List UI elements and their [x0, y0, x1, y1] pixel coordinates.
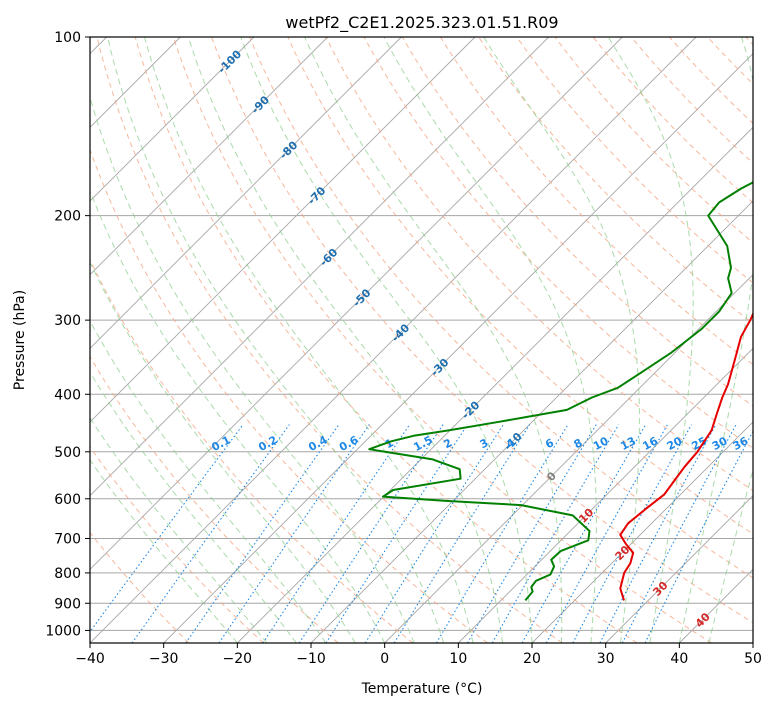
y-axis-ticks: 100 200 300 400 500 600 700 800 900 1000 [45, 30, 90, 639]
mixing-ratio-line [644, 430, 753, 643]
dry-adiabat-line [363, 37, 753, 449]
mixing-ratio-labels: 0.1 0.2 0.4 0.6 1 1.5 2 3 4 6 8 10 13 16 20 25 30 36 [209, 433, 750, 454]
y-tick-label: 1000 [45, 623, 81, 639]
mixing-ratio-label: 16 [640, 434, 660, 453]
moist-adiabat-line [90, 371, 297, 643]
mixing-ratio-label: 10 [591, 434, 611, 453]
background-lines [90, 37, 753, 643]
x-tick-label: −30 [149, 651, 179, 667]
x-tick-label: 50 [744, 651, 762, 667]
isotherm-grid-line [90, 37, 328, 276]
x-axis-ticks: −40 −30 −20 −10 0 10 20 30 40 50 [75, 643, 762, 667]
isotherm-grid-line [90, 37, 476, 423]
dry-adiabat-line [554, 37, 753, 244]
isotherm-grid-line [90, 37, 402, 349]
isotherm-grid-line [90, 37, 623, 570]
moist-adiabat-line [90, 459, 238, 643]
x-tick-label: −20 [223, 651, 253, 667]
moist-adiabat-line [144, 37, 474, 643]
y-axis-label: Pressure (hPa) [12, 290, 28, 390]
dry-adiabat-line [96, 37, 563, 643]
x-tick-label: −10 [296, 651, 326, 667]
y-tick-label: 200 [54, 209, 81, 225]
dry-adiabat-line [325, 37, 753, 492]
mixing-ratio-line [364, 424, 504, 643]
moist-adiabat-line [90, 189, 386, 643]
isotherm-grid-line [458, 347, 753, 643]
y-tick-label: 500 [54, 445, 81, 461]
isotherm-grid-line [531, 421, 753, 643]
moist-adiabat-line [90, 260, 356, 643]
y-tick-label: 800 [54, 566, 81, 582]
mixing-ratio-line [185, 424, 340, 643]
moist-adiabat-line [187, 37, 503, 643]
dry-adiabat-line [439, 37, 753, 366]
y-tick-label: 900 [54, 596, 81, 612]
dry-adiabat-line [90, 258, 414, 643]
x-tick-label: 30 [597, 651, 615, 667]
mixing-ratio-label: 25 [689, 434, 709, 453]
moist-adiabat-line [483, 37, 640, 643]
mixing-ratio-line [521, 424, 647, 643]
moist-adiabat-line [708, 467, 753, 643]
mixing-ratio-line [599, 424, 717, 643]
moist-adiabat-line [383, 37, 597, 643]
dry-adiabat-line [134, 37, 638, 643]
mixing-ratio-label: 36 [731, 434, 751, 453]
isotherm-grid-line [163, 53, 753, 643]
y-tick-label: 700 [54, 532, 81, 548]
x-tick-label: 0 [380, 651, 389, 667]
moist-adiabat-line [240, 37, 533, 643]
mixing-ratio-line [218, 424, 370, 643]
moist-adiabat-line [607, 37, 694, 643]
moist-adiabat-line [107, 37, 445, 643]
isotherm-grid-line [90, 37, 549, 497]
x-tick-label: −40 [75, 651, 105, 667]
mixing-ratio-label: 20 [665, 434, 685, 453]
dry-adiabat-line [90, 531, 190, 643]
isotherm-grid-line [90, 37, 697, 643]
mixing-ratio-line [131, 424, 290, 643]
mixing-ratio-line [545, 424, 668, 643]
mixing-ratio-line [325, 424, 468, 643]
plot-frame [89, 36, 754, 644]
y-tick-label: 600 [54, 492, 81, 508]
y-tick-label: 300 [54, 313, 81, 329]
moist-adiabat-line [90, 416, 268, 643]
mixing-ratio-line [90, 424, 244, 633]
temperature-profile-line [619, 311, 753, 601]
dry-adiabat-line [90, 355, 339, 643]
moist-adiabat-line [90, 95, 415, 643]
moist-adiabat-line [678, 37, 753, 643]
isotherm-grid-line [90, 37, 255, 202]
dry-adiabat-line [287, 37, 753, 535]
moist-adiabat-line [90, 319, 327, 643]
plot-area: -100-90-80-70-60-50-40-30-20-10010203040… [90, 37, 753, 643]
dry-adiabat-line [211, 37, 753, 624]
x-axis-label: Temperature (°C) [361, 681, 483, 697]
x-tick-label: 10 [449, 651, 467, 667]
y-tick-label: 100 [54, 30, 81, 46]
mixing-ratio-line [621, 424, 737, 643]
isotherm-grid-line [605, 495, 753, 643]
dry-adiabat-line [401, 37, 753, 407]
mixing-ratio-line [572, 424, 692, 643]
x-tick-label: 20 [523, 651, 541, 667]
x-tick-label: 40 [670, 651, 688, 667]
isotherm-grid-line [237, 126, 753, 643]
moist-adiabat-line [304, 37, 563, 643]
mixing-ratio-line [435, 424, 569, 643]
mixing-ratio-label: 30 [710, 434, 730, 453]
dewpoint-profile-line [368, 181, 753, 602]
mixing-ratio-label: 13 [618, 434, 638, 453]
chart-title: wetPf2_C2E1.2025.323.01.51.R09 [285, 13, 558, 33]
y-tick-label: 400 [54, 387, 81, 403]
profile-lines [368, 181, 753, 602]
dry-adiabat-line [249, 37, 753, 579]
